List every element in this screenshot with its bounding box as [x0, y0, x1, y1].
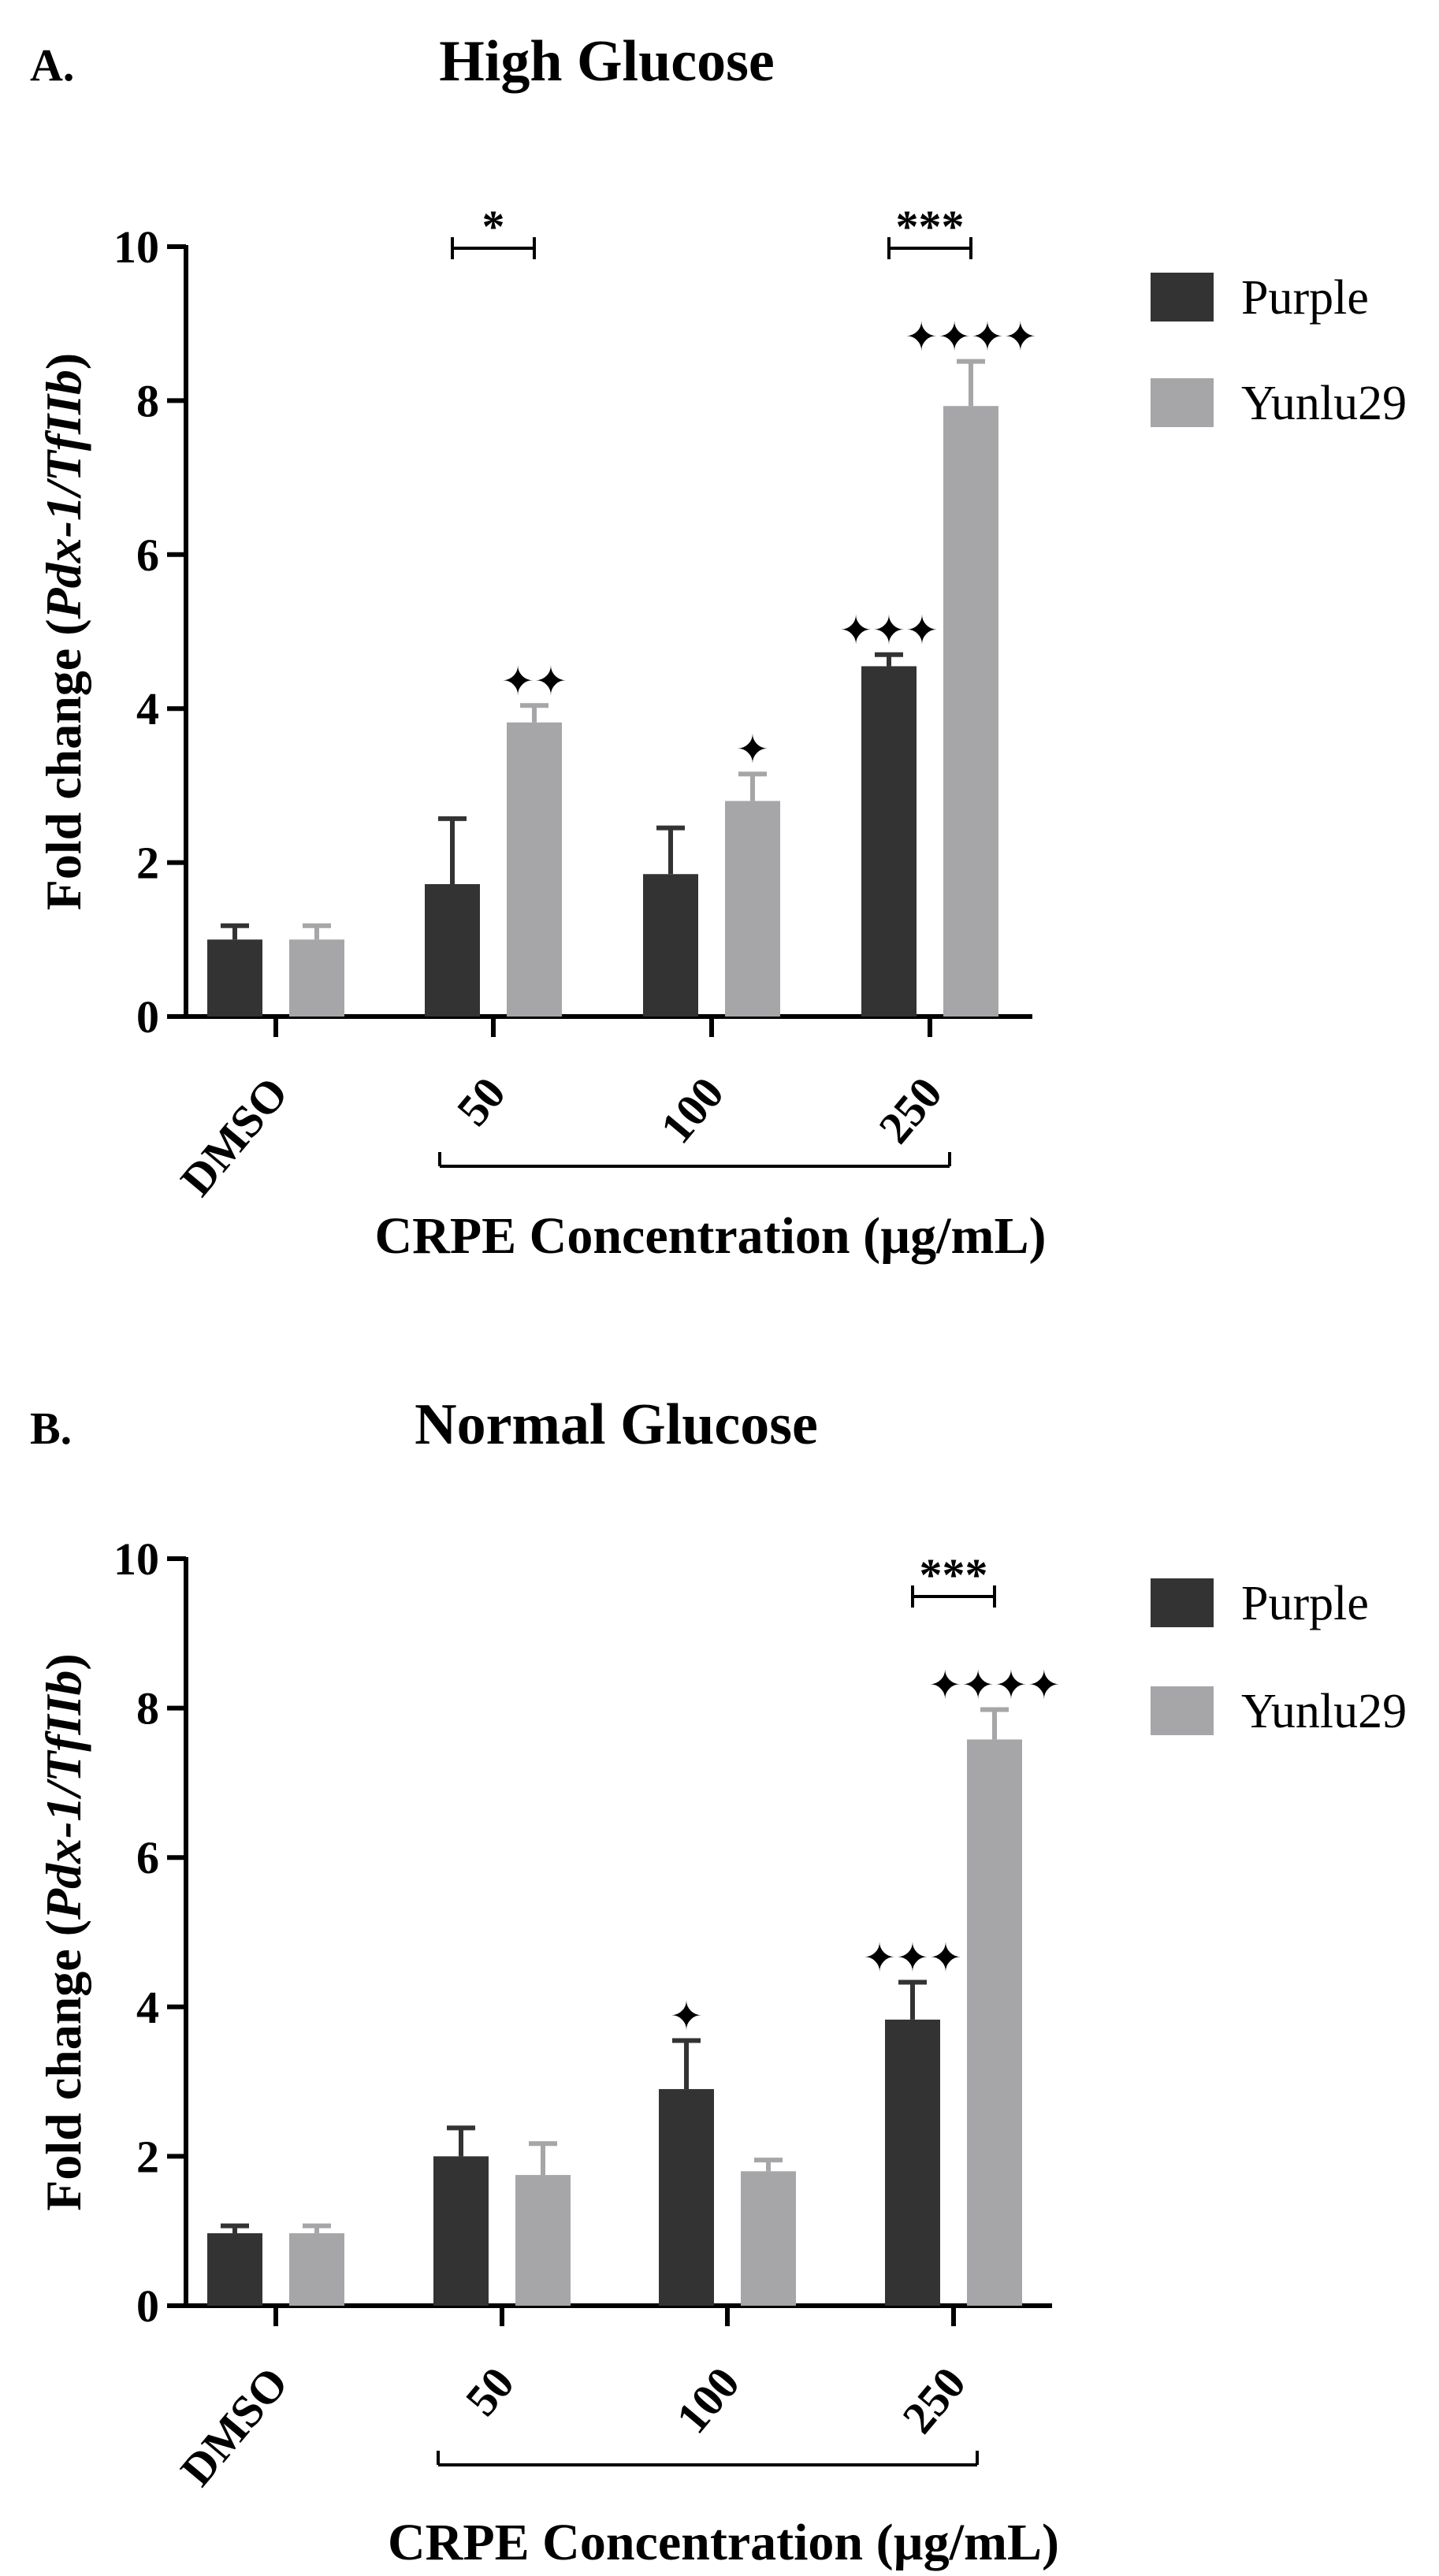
- y-tick-label: 2: [136, 838, 159, 889]
- x-tick-label: 250: [892, 2358, 976, 2443]
- y-tick-label: 6: [136, 1832, 159, 1883]
- panel-label: B.: [30, 1403, 72, 1454]
- x-tick-label: DMSO: [170, 1068, 298, 1206]
- significance-marker: ✦: [736, 727, 769, 772]
- comparison-label: *: [482, 201, 505, 252]
- x-tick-label: DMSO: [170, 2358, 298, 2496]
- bar-purple-100: [643, 874, 698, 1017]
- bar-purple-100: [659, 2089, 714, 2306]
- significance-marker: ✦✦: [501, 658, 567, 704]
- y-tick-label: 6: [136, 530, 159, 581]
- bar-purple-250: [885, 2019, 940, 2306]
- y-axis-label-suffix: ): [35, 1653, 91, 1670]
- y-tick-label: 4: [136, 683, 159, 734]
- legend-label-purple: Purple: [1241, 1577, 1369, 1630]
- comparison-label: ***: [920, 1549, 988, 1600]
- chart-panel-high-glucose: A. High Glucose 0 2 4 6 8 10 Fold change (Pdx-1/…: [30, 29, 1407, 1265]
- bar-yunlu29-50: [507, 722, 562, 1017]
- y-axis-label: Fold change (Pdx-1/TfIIb): [35, 353, 91, 911]
- y-axis-label-gene: Pdx-1/TfIIb: [35, 1671, 91, 1920]
- y-tick-label: 2: [136, 2131, 159, 2182]
- bar-purple-50: [433, 2156, 489, 2306]
- legend-swatch-yunlu29: [1151, 1686, 1214, 1735]
- x-axis-label: CRPE Concentration (µg/mL): [375, 1207, 1047, 1265]
- y-axis-label: Fold change (Pdx-1/TfIIb): [35, 1653, 91, 2211]
- x-axis-label: CRPE Concentration (µg/mL): [388, 2514, 1059, 2571]
- bar-yunlu29-dmso: [289, 939, 344, 1017]
- chart-panel-normal-glucose: B. Normal Glucose 0 2 4 6 8 10 Fold change (Pdx-…: [30, 1392, 1407, 2571]
- legend-swatch-purple: [1151, 273, 1214, 322]
- bar-purple-250: [861, 666, 917, 1017]
- legend-label-yunlu29: Yunlu29: [1241, 377, 1407, 430]
- x-tick-label: 100: [666, 2358, 749, 2443]
- chart-title: High Glucose: [439, 29, 775, 94]
- bar-yunlu29-250: [967, 1739, 1022, 2306]
- y-tick-label: 4: [136, 1982, 159, 2033]
- y-tick-label: 10: [113, 1533, 159, 1585]
- y-tick-label: 8: [136, 375, 159, 426]
- y-axis-label-gene: Pdx-1/TfIIb: [35, 370, 91, 619]
- bar-yunlu29-50: [515, 2175, 571, 2306]
- legend-label-purple: Purple: [1241, 271, 1369, 325]
- bar-yunlu29-100: [741, 2171, 796, 2306]
- y-tick-label: 10: [113, 221, 159, 273]
- comparison-label: ***: [896, 201, 965, 252]
- x-tick-label: 100: [650, 1068, 734, 1153]
- significance-marker: ✦✦✦✦: [928, 1662, 1061, 1708]
- x-tick-label: 50: [447, 1068, 515, 1136]
- x-tick-label: 250: [868, 1068, 952, 1153]
- y-axis-label-prefix: Fold change (: [35, 1920, 91, 2211]
- y-tick-label: 8: [136, 1683, 159, 1734]
- significance-marker: ✦✦✦: [863, 1935, 962, 1981]
- significance-marker: ✦✦✦✦: [905, 314, 1037, 360]
- y-tick-label: 0: [136, 991, 159, 1043]
- x-tick-label: 50: [455, 2358, 524, 2425]
- significance-marker: ✦: [670, 1993, 703, 2039]
- bar-yunlu29-dmso: [289, 2233, 344, 2306]
- y-tick-label: 0: [136, 2280, 159, 2332]
- y-axis-label-suffix: ): [35, 353, 91, 370]
- bar-yunlu29-250: [943, 406, 998, 1017]
- panel-label: A.: [30, 39, 74, 91]
- y-axis-label-prefix: Fold change (: [35, 619, 91, 910]
- chart-title: Normal Glucose: [415, 1392, 818, 1457]
- bar-purple-50: [425, 883, 480, 1017]
- legend-swatch-purple: [1151, 1578, 1214, 1627]
- legend-swatch-yunlu29: [1151, 378, 1214, 427]
- bar-purple-dmso: [207, 2233, 262, 2306]
- legend-label-yunlu29: Yunlu29: [1241, 1685, 1407, 1738]
- bar-yunlu29-100: [725, 801, 780, 1017]
- bar-purple-dmso: [207, 939, 262, 1017]
- significance-marker: ✦✦✦: [839, 608, 939, 653]
